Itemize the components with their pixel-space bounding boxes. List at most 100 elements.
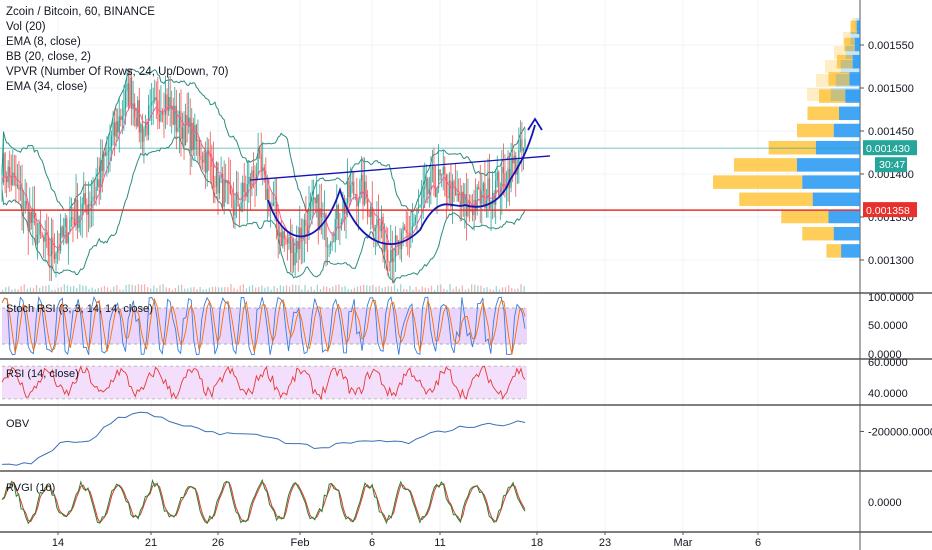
candle-body-26 (41, 233, 43, 238)
candle-body-202 (313, 197, 315, 200)
candle-body-9 (15, 175, 17, 187)
candle-body-31 (49, 255, 51, 257)
volume-bar-262 (406, 289, 408, 292)
candle-body-214 (331, 241, 333, 243)
rsi-label[interactable]: RSI (14, close) (6, 368, 79, 380)
candle-body-337 (521, 139, 523, 152)
indicator-ema8[interactable]: EMA (8, close) (6, 36, 81, 48)
volume-bar-254 (393, 284, 396, 292)
volume-bar-26 (42, 286, 44, 292)
volume-bar-94 (147, 287, 149, 292)
volume-bar-210 (325, 286, 328, 292)
candle-body-245 (379, 225, 381, 232)
candle-body-232 (359, 180, 361, 201)
vp-faint-up-5 (807, 88, 831, 101)
candle-body-148 (229, 184, 231, 194)
volume-bar-80 (125, 284, 127, 292)
candle-body-61 (95, 186, 97, 198)
rvgi-label[interactable]: RVGI (10) (6, 482, 56, 494)
candle-body-44 (69, 219, 71, 233)
candle-body-141 (218, 177, 221, 194)
volume-bar-58 (91, 287, 93, 292)
volume-bar-180 (279, 285, 281, 292)
candle-body-280 (433, 166, 435, 188)
candle-body-54 (84, 193, 86, 205)
candle-body-150 (232, 207, 235, 216)
volume-bar-72 (113, 286, 115, 292)
candle-body-249 (385, 243, 387, 250)
indicator-ema34[interactable]: EMA (34, close) (6, 81, 88, 93)
obv-label[interactable]: OBV (6, 418, 30, 430)
volume-bar-122 (190, 287, 192, 292)
volume-bar-166 (258, 287, 260, 292)
volume-bar-136 (211, 286, 214, 292)
candle-body-1 (2, 153, 5, 183)
stoch-rsi-label[interactable]: Stoch RSI (3, 3, 14, 14, close) (6, 303, 153, 315)
volume-bar-32 (51, 289, 53, 292)
volume-bar-266 (412, 289, 414, 292)
volume-bar-140 (217, 287, 220, 292)
candle-body-190 (294, 252, 296, 266)
volume-bar-260 (403, 288, 405, 292)
candle-body-15 (24, 201, 26, 210)
candle-body-186 (288, 237, 290, 244)
candle-body-78 (121, 116, 123, 120)
vp-up-bar-11 (836, 54, 853, 69)
candle-body-298 (461, 191, 463, 206)
candle-body-104 (161, 110, 164, 115)
candle-body-92 (143, 128, 145, 142)
volume-bar-102 (159, 285, 161, 292)
volume-bar-142 (221, 287, 223, 292)
volume-bar-24 (39, 287, 41, 292)
indicator-vol[interactable]: Vol (20) (6, 21, 46, 33)
candle-body-107 (166, 94, 168, 112)
vp-faint-up-0 (852, 18, 856, 31)
indicator-bb[interactable]: BB (20, close, 2) (6, 51, 92, 63)
volume-bar-44 (69, 286, 72, 292)
candle-body-84 (130, 77, 133, 109)
volume-bar-54 (85, 285, 87, 292)
stoch-tick-label-0: 100.0000 (868, 292, 914, 304)
candle-body-32 (50, 237, 52, 257)
candle-body-5 (9, 166, 11, 176)
price-tick-label-5: 0.001300 (868, 255, 914, 267)
candle-body-101 (157, 100, 159, 115)
price-tick-label-1: 0.001500 (868, 83, 914, 95)
volume-bar-194 (301, 289, 303, 292)
candle-body-308 (476, 187, 478, 212)
time-label-9: 6 (755, 537, 761, 549)
volume-bar-296 (458, 288, 460, 292)
candle-body-320 (495, 180, 497, 205)
candle-body-188 (291, 242, 293, 254)
candle-body-270 (417, 206, 420, 209)
candle-body-208 (322, 216, 324, 218)
volume-bar-92 (143, 284, 146, 292)
candle-body-129 (200, 156, 202, 160)
volume-bar-130 (202, 289, 204, 292)
candle-body-213 (330, 242, 332, 247)
candle-body-180 (279, 232, 281, 237)
volume-bar-208 (322, 286, 325, 292)
candle-body-179 (277, 222, 279, 237)
volume-bar-172 (267, 286, 269, 292)
candle-body-331 (512, 158, 514, 164)
candle-body-238 (368, 216, 370, 217)
candle-body-81 (126, 83, 128, 91)
candle-body-6 (10, 175, 12, 185)
candle-body-193 (299, 227, 301, 250)
candle-body-109 (169, 96, 171, 110)
volume-bar-316 (489, 289, 491, 292)
candle-body-53 (83, 193, 85, 204)
volume-bar-12 (20, 286, 22, 292)
time-label-2: 26 (212, 537, 224, 549)
candle-body-42 (66, 218, 68, 244)
symbol-title[interactable]: Zcoin / Bitcoin, 60, BINANCE (6, 6, 155, 18)
obv-line (1, 411, 526, 466)
volume-bar-314 (486, 287, 488, 292)
candle-body-113 (175, 105, 177, 132)
candle-body-286 (442, 166, 444, 175)
volume-bar-264 (409, 285, 411, 292)
indicator-vpvr[interactable]: VPVR (Number Of Rows, 24, Up/Down, 70) (6, 66, 229, 78)
stoch-tick-label-2: 0.0000 (868, 349, 902, 361)
candle-body-239 (370, 206, 372, 217)
